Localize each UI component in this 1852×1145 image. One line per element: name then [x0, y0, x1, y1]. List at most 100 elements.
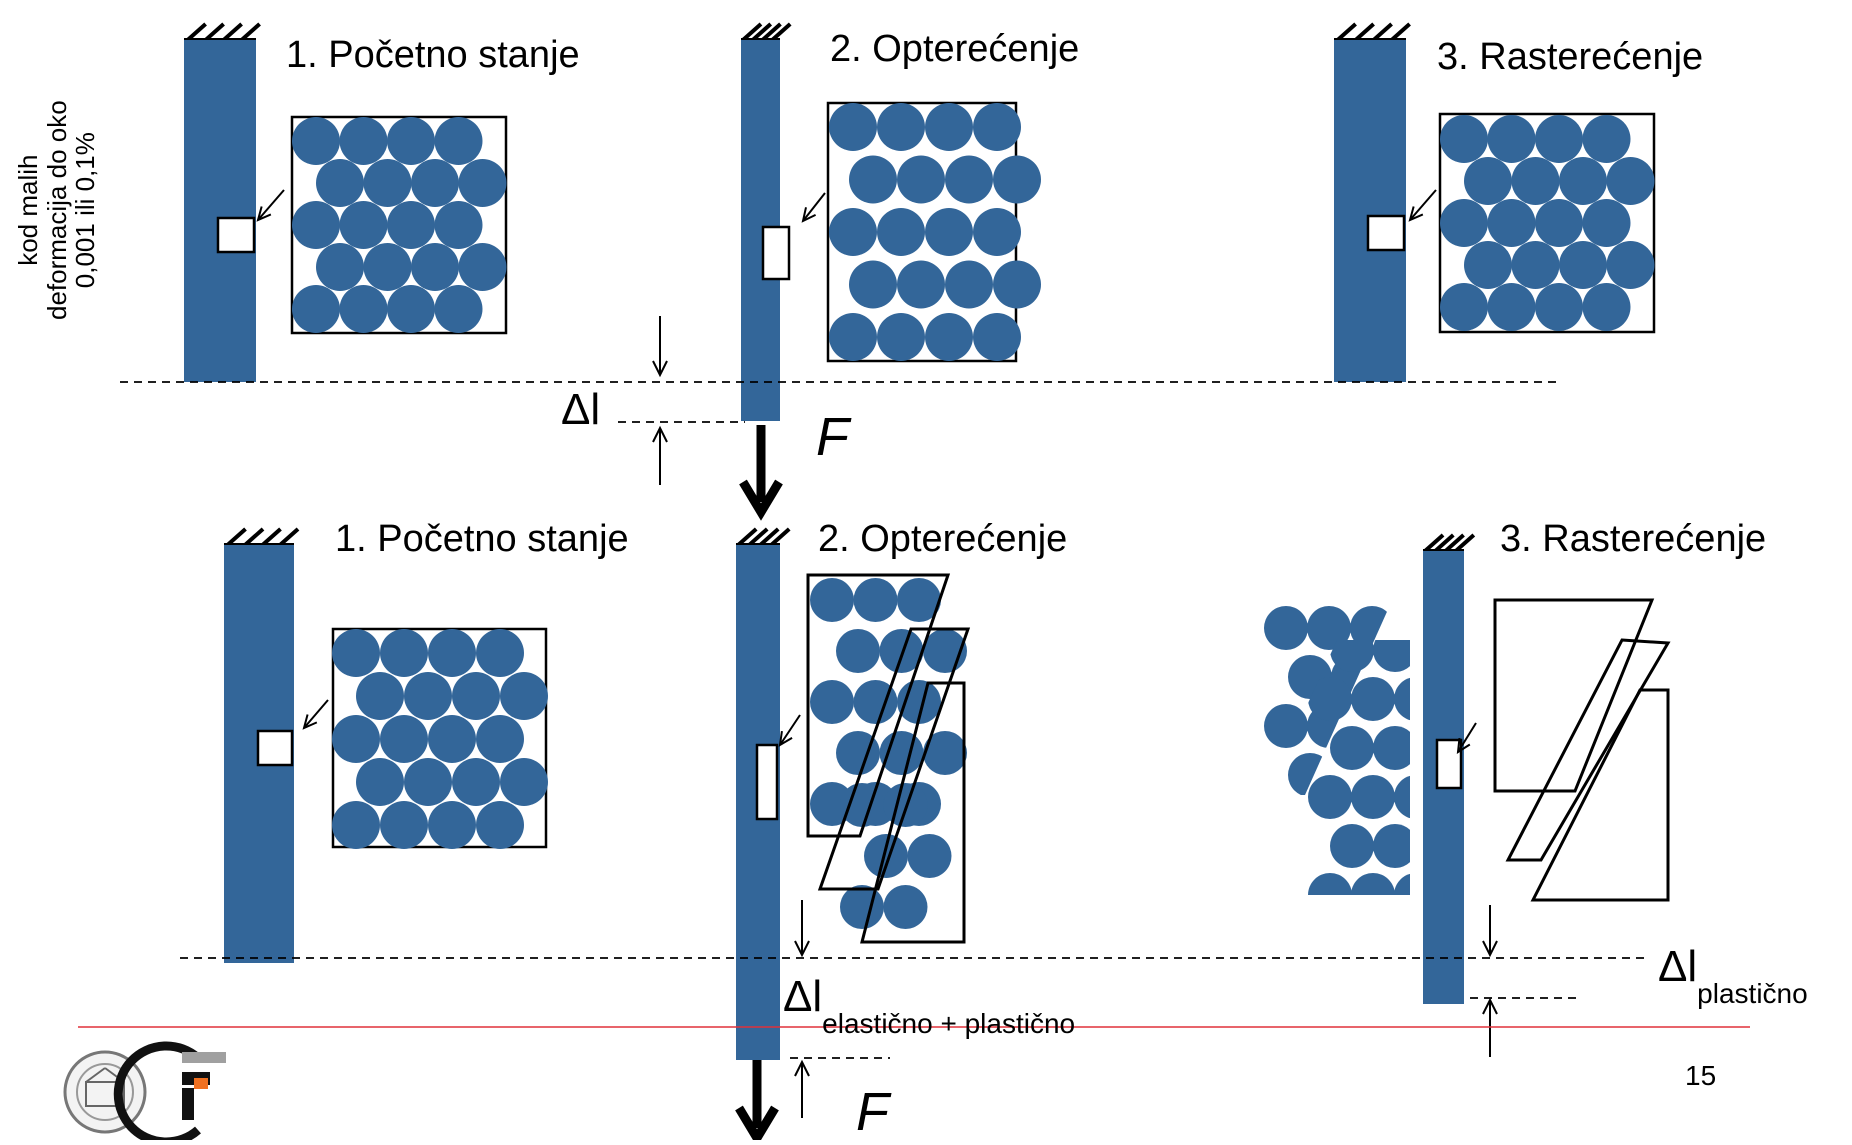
arrow-head [652, 425, 668, 443]
delta-l-plastic-text: Δl [1658, 942, 1698, 991]
atom [363, 243, 412, 291]
elastic-stage3-title: 3. Rasterećenje [1437, 36, 1704, 78]
atom [849, 155, 897, 204]
hatch-stroke [761, 22, 782, 42]
atom [1582, 115, 1631, 163]
atom [1373, 640, 1410, 672]
force-head [735, 1105, 779, 1145]
elastic-force-arrow [739, 425, 783, 521]
atom [292, 117, 340, 165]
atom [973, 103, 1021, 151]
arrow-head [1482, 940, 1498, 958]
seal-inner-ring [76, 1063, 134, 1121]
seal-roof-l [85, 1067, 106, 1083]
atom [387, 285, 435, 333]
atom [404, 672, 452, 720]
elastic-marker-3 [1366, 214, 1406, 252]
elastic-lattice-1 [292, 117, 507, 333]
elastic-bar-3 [1334, 40, 1406, 382]
hatch-stroke [204, 22, 225, 42]
atom [1440, 199, 1488, 247]
atom [404, 758, 452, 806]
note-line-3: 0,001 ili 0,1% [70, 132, 101, 289]
atom [387, 117, 435, 165]
atom [1308, 775, 1352, 819]
atom [877, 313, 925, 361]
logo-bar-top [182, 1052, 226, 1063]
atom [1351, 677, 1395, 721]
hatch-stroke [243, 527, 265, 547]
slip-block-2 [1505, 638, 1671, 862]
atom [1394, 677, 1410, 721]
atom [973, 208, 1021, 256]
elastic-support-1 [184, 22, 261, 42]
atom [1307, 606, 1351, 650]
atom [853, 578, 898, 622]
force-head [739, 479, 783, 521]
atom [973, 313, 1021, 361]
atom [1464, 157, 1512, 205]
atom [1559, 241, 1607, 289]
atom [1351, 775, 1395, 819]
atom [879, 731, 924, 775]
residual-delta-arrow-bottom [1482, 997, 1498, 1057]
atom [434, 285, 483, 333]
elastic-marker-1 [216, 216, 256, 254]
atom [1394, 873, 1410, 895]
elastic-marker-2 [761, 225, 791, 281]
atom [1308, 677, 1352, 721]
arrow-head [652, 360, 668, 378]
atom [387, 201, 435, 249]
atom [1559, 157, 1607, 205]
pointer-head [1456, 737, 1471, 754]
elastic-pointer-1 [256, 189, 285, 222]
hatch-stroke [770, 22, 792, 42]
logo-stem [182, 1088, 194, 1120]
atom [1511, 157, 1560, 205]
hatch-stroke [1444, 533, 1465, 553]
atom [1394, 775, 1410, 819]
atom [1308, 873, 1352, 895]
elastic-delta-arrow-bottom [652, 425, 668, 485]
atom [836, 731, 880, 775]
atom [829, 103, 877, 151]
atom [411, 243, 459, 291]
atom [879, 629, 924, 673]
plastic-stage3-title: 3. Rasterećenje [1500, 518, 1767, 560]
plastic-lattice-1 [332, 629, 548, 849]
atom [1264, 704, 1308, 748]
hatch-stroke [1454, 533, 1476, 553]
pointer-head [256, 206, 272, 222]
atom [877, 103, 925, 151]
atom [356, 758, 404, 806]
atom [332, 801, 380, 849]
atom [339, 117, 388, 165]
plastic-support-2 [736, 527, 791, 547]
atom [849, 260, 897, 309]
hatch-stroke [240, 22, 261, 42]
elastic-lattice-2 [829, 103, 1041, 361]
logo-orange-square [194, 1078, 208, 1089]
hatch-stroke [758, 527, 780, 547]
atom [316, 243, 364, 291]
elastic-force-label: F [816, 407, 849, 467]
pointer-head [778, 730, 793, 747]
slip-block-3 [1530, 688, 1670, 902]
plastic-stage1-title: 1. Početno stanje [335, 518, 629, 560]
hatch-stroke [186, 22, 207, 42]
atom [380, 715, 428, 763]
atom [836, 629, 880, 673]
note-line-2: deformacija do oko [41, 100, 72, 320]
atom [1606, 157, 1655, 205]
atom [380, 801, 428, 849]
atom [1535, 199, 1583, 247]
atom [434, 201, 483, 249]
residual-delta-arrow-top [1482, 905, 1498, 958]
pointer-shaft [802, 192, 826, 222]
atom [907, 834, 952, 878]
atom [810, 680, 854, 724]
atom [1373, 726, 1410, 770]
hatch-stroke [751, 22, 773, 42]
atom [1373, 824, 1410, 868]
hatch-stroke [747, 527, 769, 547]
